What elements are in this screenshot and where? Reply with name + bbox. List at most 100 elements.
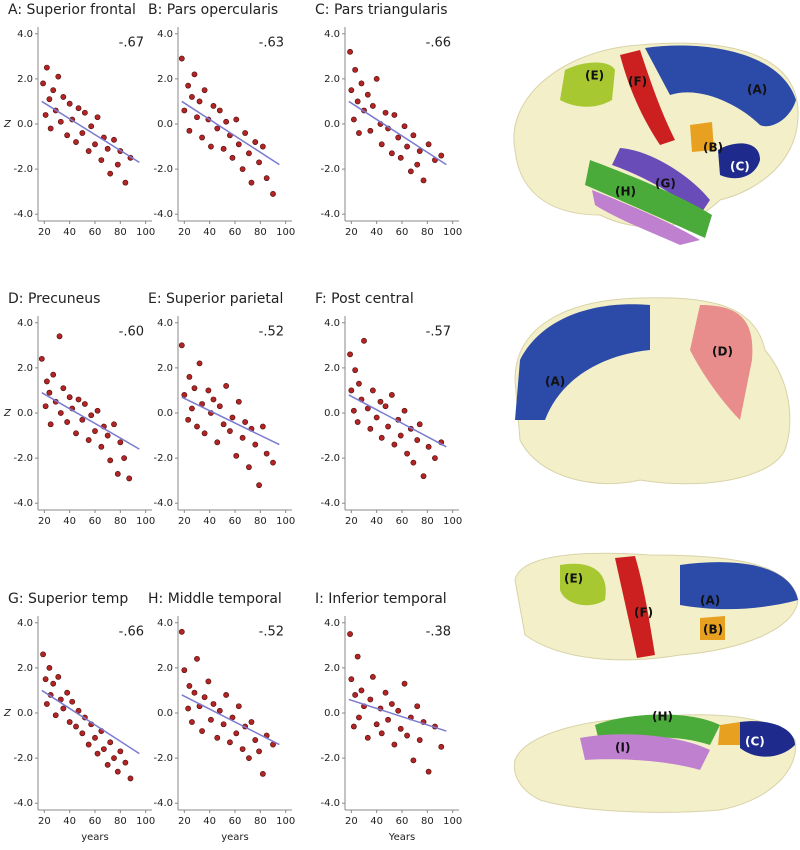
y-tick-label: -2.0 xyxy=(13,753,33,764)
data-point xyxy=(75,105,82,112)
data-point xyxy=(66,100,73,107)
data-point xyxy=(259,143,266,150)
data-point xyxy=(401,680,408,687)
y-tick-label: 2.0 xyxy=(17,74,33,85)
correlation-label: -.52 xyxy=(259,325,284,340)
y-tick-label: -2.0 xyxy=(13,453,33,464)
x-tick-label: 60 xyxy=(89,816,102,827)
x-tick-label: 60 xyxy=(396,227,409,238)
data-point xyxy=(420,177,427,184)
data-point xyxy=(60,705,67,712)
y-tick-label: -4.0 xyxy=(153,798,173,809)
data-point xyxy=(385,716,391,723)
x-tick-label: 100 xyxy=(443,516,462,527)
data-point xyxy=(111,421,117,428)
region-label: (B) xyxy=(703,141,723,155)
y-tick-label: -2.0 xyxy=(13,164,33,175)
x-tick-label: 80 xyxy=(254,516,267,527)
y-tick-label: 0.0 xyxy=(17,708,33,719)
data-point xyxy=(64,419,71,425)
region-label: (F) xyxy=(634,606,653,620)
x-tick-label: 80 xyxy=(421,816,434,827)
data-point xyxy=(214,734,221,741)
data-point xyxy=(178,342,185,349)
data-point xyxy=(73,723,79,730)
data-point xyxy=(227,739,233,746)
data-point xyxy=(263,175,270,182)
data-point xyxy=(347,631,353,637)
data-point xyxy=(208,716,214,723)
data-point xyxy=(414,703,421,710)
data-point xyxy=(382,689,389,696)
region-label: (F) xyxy=(628,75,647,89)
y-tick-label: -4.0 xyxy=(13,798,33,809)
x-tick-label: 60 xyxy=(229,816,242,827)
data-point xyxy=(369,674,376,680)
data-point xyxy=(377,398,384,405)
data-point xyxy=(66,719,73,725)
data-point xyxy=(391,441,398,448)
data-point xyxy=(214,125,221,132)
data-point xyxy=(361,337,367,344)
data-point xyxy=(350,116,357,123)
data-point xyxy=(233,452,240,459)
regression-line xyxy=(348,394,447,448)
regression-line xyxy=(41,689,140,755)
y-tick-label: 4.0 xyxy=(157,618,173,629)
region-label: (E) xyxy=(564,572,583,586)
data-point xyxy=(50,87,57,94)
data-point xyxy=(199,134,205,141)
y-tick-label: 2.0 xyxy=(157,74,173,85)
data-point xyxy=(60,385,67,392)
y-tick-label: 4.0 xyxy=(17,318,33,329)
data-point xyxy=(229,154,236,161)
data-point xyxy=(92,734,98,741)
y-tick-label: -4.0 xyxy=(320,798,340,809)
chart-title: D: Precuneus xyxy=(8,291,100,307)
data-point xyxy=(223,383,230,389)
region-label: (H) xyxy=(652,710,673,724)
x-tick-label: 20 xyxy=(38,227,51,238)
y-tick-label: 2.0 xyxy=(324,663,340,674)
data-point xyxy=(205,387,212,394)
x-tick-label: 20 xyxy=(38,816,51,827)
data-point xyxy=(114,471,121,477)
data-point xyxy=(367,127,374,134)
data-point xyxy=(239,746,246,752)
data-point xyxy=(369,103,376,109)
data-point xyxy=(350,407,357,414)
data-point xyxy=(186,127,193,134)
data-point xyxy=(229,414,236,421)
y-tick-label: -2.0 xyxy=(320,753,340,764)
y-tick-label: 4.0 xyxy=(157,29,173,40)
x-tick-label: 40 xyxy=(203,227,216,238)
x-tick-label: 80 xyxy=(254,816,267,827)
y-tick-label: 4.0 xyxy=(17,618,33,629)
data-point xyxy=(191,71,198,78)
data-point xyxy=(38,355,45,362)
data-point xyxy=(42,112,49,118)
data-point xyxy=(98,157,105,163)
data-point xyxy=(364,734,371,741)
data-point xyxy=(425,443,432,450)
data-point xyxy=(397,432,404,439)
data-point xyxy=(252,441,259,448)
data-point xyxy=(420,473,427,480)
data-point xyxy=(56,333,63,340)
data-point xyxy=(47,421,54,428)
data-point xyxy=(94,114,101,121)
y-tick-label: -2.0 xyxy=(153,753,173,764)
x-tick-label: 40 xyxy=(203,516,216,527)
x-axis-label: years xyxy=(221,832,249,843)
data-point xyxy=(189,94,195,100)
data-point xyxy=(216,403,223,410)
data-point xyxy=(352,66,359,73)
x-tick-label: 100 xyxy=(136,516,155,527)
data-point xyxy=(104,432,111,439)
data-point xyxy=(395,707,402,714)
data-point xyxy=(216,707,223,714)
data-point xyxy=(356,714,362,721)
x-tick-label: 20 xyxy=(38,516,51,527)
data-point xyxy=(388,392,395,398)
data-point xyxy=(416,737,423,743)
